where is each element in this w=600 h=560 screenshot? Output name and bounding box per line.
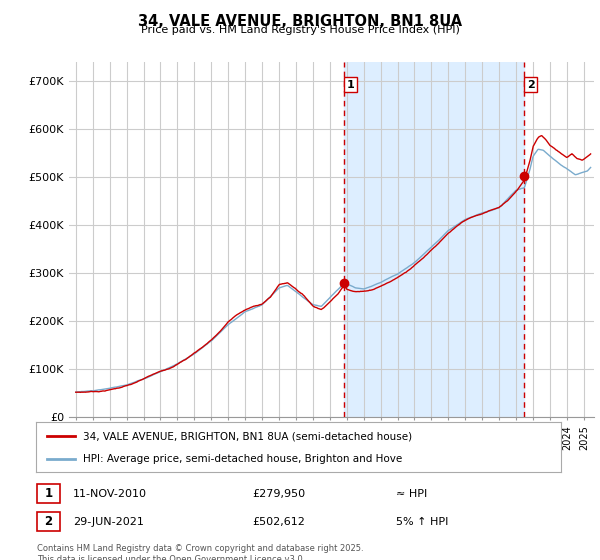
Text: 2: 2 xyxy=(527,80,535,90)
Text: 34, VALE AVENUE, BRIGHTON, BN1 8UA (semi-detached house): 34, VALE AVENUE, BRIGHTON, BN1 8UA (semi… xyxy=(83,431,412,441)
Text: 1: 1 xyxy=(44,487,53,501)
Text: 29-JUN-2021: 29-JUN-2021 xyxy=(73,517,144,527)
Text: Price paid vs. HM Land Registry's House Price Index (HPI): Price paid vs. HM Land Registry's House … xyxy=(140,25,460,35)
Text: £279,950: £279,950 xyxy=(252,489,305,499)
Text: HPI: Average price, semi-detached house, Brighton and Hove: HPI: Average price, semi-detached house,… xyxy=(83,454,403,464)
Text: Contains HM Land Registry data © Crown copyright and database right 2025.
This d: Contains HM Land Registry data © Crown c… xyxy=(37,544,364,560)
Text: 11-NOV-2010: 11-NOV-2010 xyxy=(73,489,147,499)
Text: 5% ↑ HPI: 5% ↑ HPI xyxy=(396,517,448,527)
Text: 2: 2 xyxy=(44,515,53,529)
Text: 34, VALE AVENUE, BRIGHTON, BN1 8UA: 34, VALE AVENUE, BRIGHTON, BN1 8UA xyxy=(138,14,462,29)
Text: £502,612: £502,612 xyxy=(252,517,305,527)
Text: ≈ HPI: ≈ HPI xyxy=(396,489,427,499)
Bar xyxy=(344,62,524,417)
Text: 1: 1 xyxy=(347,80,355,90)
